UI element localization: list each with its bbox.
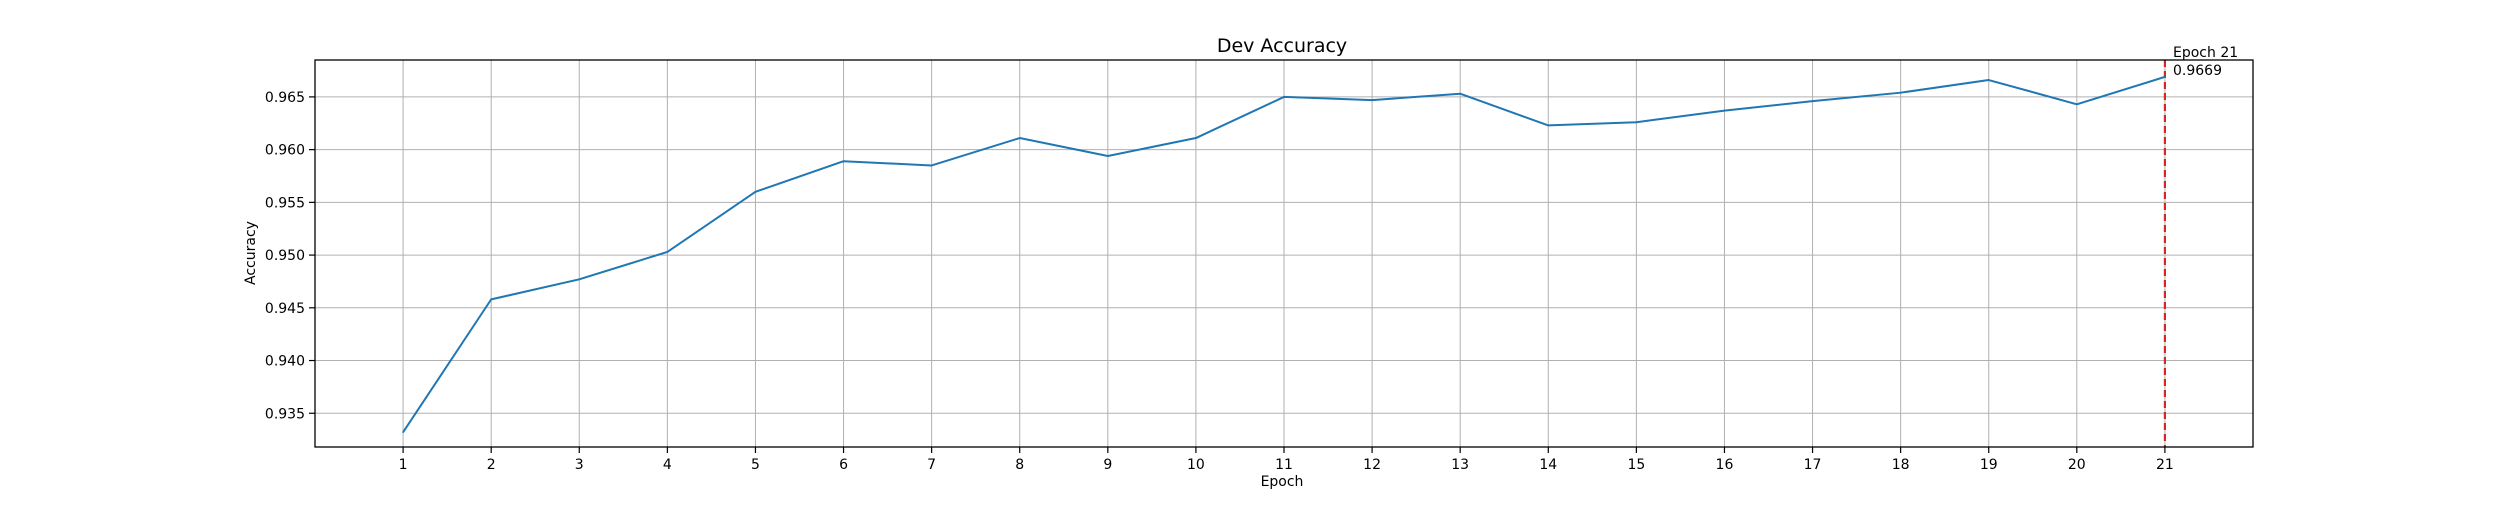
y-tick-label: 0.945 xyxy=(265,301,305,317)
data-point xyxy=(754,191,757,193)
data-point xyxy=(930,164,933,167)
data-point xyxy=(2164,76,2166,78)
data-point xyxy=(1811,100,1814,102)
y-tick-label: 0.960 xyxy=(265,143,305,159)
x-tick-label: 5 xyxy=(751,457,760,473)
x-tick-label: 6 xyxy=(839,457,848,473)
x-tick-label: 9 xyxy=(1103,457,1112,473)
y-tick-label: 0.950 xyxy=(265,248,305,264)
x-axis-label: Epoch xyxy=(1261,474,1304,490)
x-tick-label: 2 xyxy=(487,457,496,473)
x-tick-label: 10 xyxy=(1187,457,1205,473)
x-tick-label: 21 xyxy=(2156,457,2174,473)
data-point xyxy=(1899,91,1902,94)
y-tick-label: 0.965 xyxy=(265,90,305,106)
data-point xyxy=(666,251,669,253)
data-point xyxy=(490,298,492,301)
annotation-epoch-label: Epoch 21 xyxy=(2173,45,2238,61)
y-tick-label: 0.955 xyxy=(265,195,305,211)
data-point xyxy=(1371,99,1373,101)
data-point xyxy=(402,431,404,434)
y-axis-label: Accuracy xyxy=(243,221,259,285)
data-point xyxy=(2076,103,2078,106)
data-point xyxy=(1987,79,1990,81)
x-tick-label: 13 xyxy=(1451,457,1469,473)
data-point xyxy=(1723,109,1726,112)
data-point xyxy=(1107,155,1109,157)
grid-lines xyxy=(315,60,2253,447)
x-tick-label: 19 xyxy=(1980,457,1998,473)
data-point xyxy=(1283,96,1285,98)
x-tick-label: 20 xyxy=(2068,457,2086,473)
x-tick-label: 8 xyxy=(1015,457,1024,473)
data-point xyxy=(578,278,581,281)
x-axis-ticks: 1 2 3 4 5 6 7 8 9 10 11 12 13 14 15 16 17 18 19 20 21 xyxy=(399,447,2174,473)
data-point xyxy=(1547,124,1550,127)
y-tick-label: 0.935 xyxy=(265,406,305,422)
data-point xyxy=(1195,137,1197,139)
x-tick-label: 17 xyxy=(1804,457,1822,473)
x-tick-label: 14 xyxy=(1539,457,1557,473)
data-point xyxy=(1459,92,1461,95)
x-tick-label: 7 xyxy=(927,457,936,473)
y-tick-label: 0.940 xyxy=(265,354,305,370)
data-point xyxy=(1635,121,1638,124)
data-point xyxy=(842,160,845,163)
x-tick-label: 16 xyxy=(1716,457,1734,473)
x-tick-label: 18 xyxy=(1892,457,1910,473)
x-tick-label: 4 xyxy=(663,457,672,473)
x-tick-label: 3 xyxy=(575,457,584,473)
series-group xyxy=(402,75,2166,434)
y-axis-ticks: 0.935 0.940 0.945 0.950 0.955 0.960 0.965 xyxy=(265,90,315,422)
x-tick-label: 15 xyxy=(1627,457,1645,473)
annotation-value-label: 0.9669 xyxy=(2173,63,2222,79)
x-tick-label: 12 xyxy=(1363,457,1381,473)
chart-title: Dev Accuracy xyxy=(1217,35,1347,57)
x-tick-label: 11 xyxy=(1275,457,1293,473)
data-point xyxy=(1018,137,1021,139)
x-tick-label: 1 xyxy=(399,457,408,473)
